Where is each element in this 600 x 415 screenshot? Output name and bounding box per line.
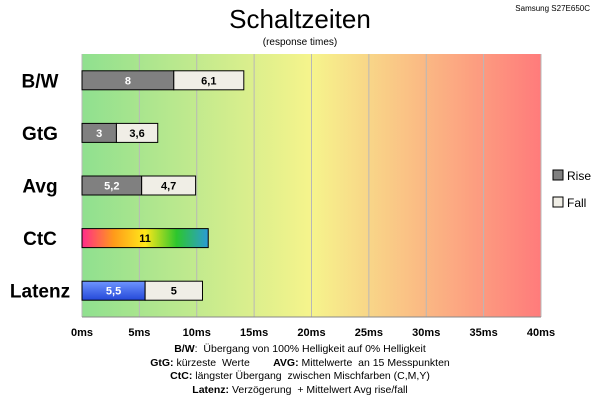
footnote-term: B/W [174, 343, 195, 355]
footnote-term: GtG: [150, 356, 174, 369]
legend-swatch [552, 196, 564, 208]
footnote-line: GtG: kürzeste Werte AVG: Mittelwerte an … [0, 357, 600, 371]
footnote-line: Latenz: Verzögerung + Mittelwert Avg ris… [0, 384, 600, 398]
legend-label: Fall [567, 196, 586, 210]
category-labels: B/W GtG Avg CtC Latenz [10, 71, 70, 302]
bar-fall-label: 3,6 [129, 128, 144, 140]
x-tick-label: 20ms [297, 327, 325, 339]
category-label: B/W [22, 71, 59, 92]
category-label: CtC [23, 229, 57, 250]
footnote-text: Verzögerung + Mittelwert Avg rise/fall [229, 383, 408, 396]
chart-title: Schaltzeiten [229, 4, 371, 34]
legend-label: Rise [567, 169, 591, 183]
legend: Rise Fall [552, 169, 591, 210]
footnote-term: CtC: [170, 370, 193, 382]
x-tick-label: 10ms [183, 327, 211, 339]
footnote-term: AVG: [273, 356, 299, 369]
footnote-text: längster Übergang zwischen Mischfarben (… [192, 370, 430, 382]
bar-fall [173, 70, 245, 91]
category-label: Avg [22, 177, 57, 198]
footnote-line: CtC: längster Übergang zwischen Mischfar… [0, 370, 600, 384]
bar-fall [141, 175, 197, 196]
x-tick-labels: 0ms 5ms 10ms 15ms 20ms 25ms 30ms 35ms 40ms [71, 327, 555, 339]
bar-rise-label: 11 [139, 233, 151, 245]
category-label: GtG [22, 124, 58, 145]
bar-rise-label: 5,2 [104, 181, 119, 193]
bar-fall [144, 280, 203, 301]
x-tick-label: 5ms [128, 327, 150, 339]
gridlines [81, 54, 542, 318]
footnote-text: : Übergang von 100% Helligkeit auf 0% He… [194, 343, 426, 355]
footnotes: B/W: Übergang von 100% Helligkeit auf 0%… [0, 343, 600, 397]
bar-rise-label: 8 [125, 75, 131, 87]
bar-rise [81, 228, 209, 249]
x-tick-label: 40ms [527, 327, 555, 339]
chart-subtitle: (response times) [262, 37, 338, 48]
bar-fall-label: 4,7 [161, 181, 176, 193]
category-label: Latenz [10, 282, 70, 303]
footnote-text: kürzeste Werte [173, 356, 274, 369]
bar-fall-label: 5 [171, 286, 177, 298]
x-tick-label: 25ms [355, 327, 383, 339]
footnote-line: B/W: Übergang von 100% Helligkeit auf 0%… [0, 343, 600, 357]
x-tick-label: 30ms [412, 327, 440, 339]
bar-rise-label: 5,5 [106, 286, 121, 298]
footnote-text: Mittelwerte an 15 Messpunkten [298, 356, 450, 369]
x-tick-label: 0ms [71, 327, 93, 339]
footnote-term: Latenz: [192, 383, 230, 396]
bars: 8 6,1 3 3,6 5,2 4,7 11 5,5 5 [81, 70, 245, 301]
bar-fall-label: 6,1 [201, 75, 216, 87]
bar-fall [115, 122, 159, 143]
monitor-model-label: Samsung S27E650C [515, 4, 590, 13]
bar-rise-label: 3 [96, 128, 102, 140]
legend-swatch [552, 169, 564, 181]
x-tick-label: 35ms [470, 327, 498, 339]
x-tick-label: 15ms [240, 327, 268, 339]
